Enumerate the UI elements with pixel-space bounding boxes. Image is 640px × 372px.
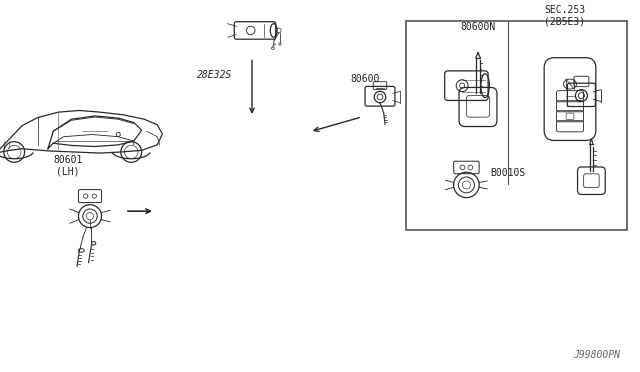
Text: 80601
(LH): 80601 (LH) — [53, 155, 83, 176]
Text: 80600N: 80600N — [460, 22, 495, 32]
Text: B0010S: B0010S — [490, 169, 525, 179]
Bar — [406, 21, 627, 230]
Text: 80600: 80600 — [350, 74, 380, 84]
Text: SEC.253
(2B5E3): SEC.253 (2B5E3) — [545, 5, 586, 26]
Text: J99800PN: J99800PN — [573, 350, 620, 360]
Text: 28E32S: 28E32S — [197, 70, 232, 80]
